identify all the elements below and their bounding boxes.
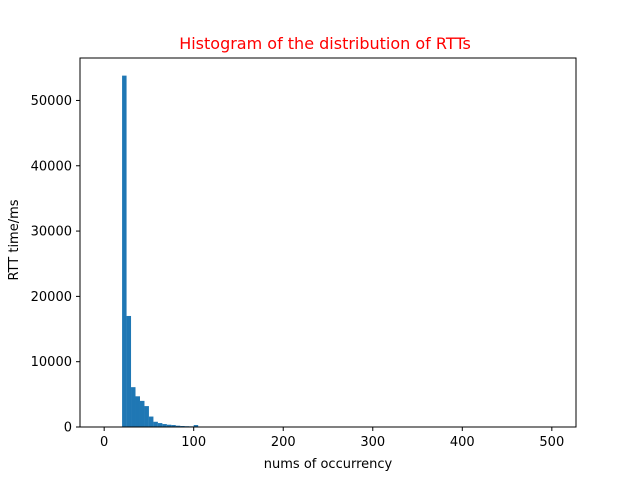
x-tick-label: 400 xyxy=(450,435,475,450)
x-tick-label: 200 xyxy=(271,435,296,450)
x-tick-label: 0 xyxy=(100,435,108,450)
histogram-bars xyxy=(122,75,199,427)
histogram-bar xyxy=(144,406,149,427)
y-tick-label: 40000 xyxy=(31,159,72,174)
histogram-bar xyxy=(135,396,140,427)
y-tick-label: 50000 xyxy=(31,94,72,109)
histogram-bar xyxy=(139,400,145,427)
plot-area-frame xyxy=(79,57,577,428)
x-axis: 0 100 200 300 400 500 xyxy=(100,427,564,450)
chart-title: Histogram of the distribution of RTTs xyxy=(179,34,471,53)
y-tick-label: 20000 xyxy=(31,290,72,305)
x-tick-label: 500 xyxy=(539,435,564,450)
histogram-bar xyxy=(126,315,132,427)
x-tick-label: 300 xyxy=(360,435,385,450)
y-tick-label: 0 xyxy=(64,421,72,436)
histogram-bar xyxy=(171,425,176,427)
histogram-bar xyxy=(131,387,136,427)
histogram-bar xyxy=(166,424,172,427)
histogram-bar xyxy=(193,425,199,427)
histogram-bar xyxy=(148,416,154,427)
y-tick-label: 30000 xyxy=(31,225,72,240)
y-axis-label: RTT time/ms xyxy=(7,199,22,280)
histogram-bar xyxy=(175,425,181,427)
y-axis: 0 10000 20000 30000 40000 50000 xyxy=(31,94,80,436)
histogram-bar xyxy=(122,75,127,427)
y-tick-label: 10000 xyxy=(31,355,72,370)
histogram-bar xyxy=(162,424,167,427)
x-axis-label: nums of occurrency xyxy=(264,457,393,472)
histogram-bar xyxy=(153,421,158,427)
histogram-bar xyxy=(157,423,163,427)
x-tick-label: 100 xyxy=(181,435,206,450)
